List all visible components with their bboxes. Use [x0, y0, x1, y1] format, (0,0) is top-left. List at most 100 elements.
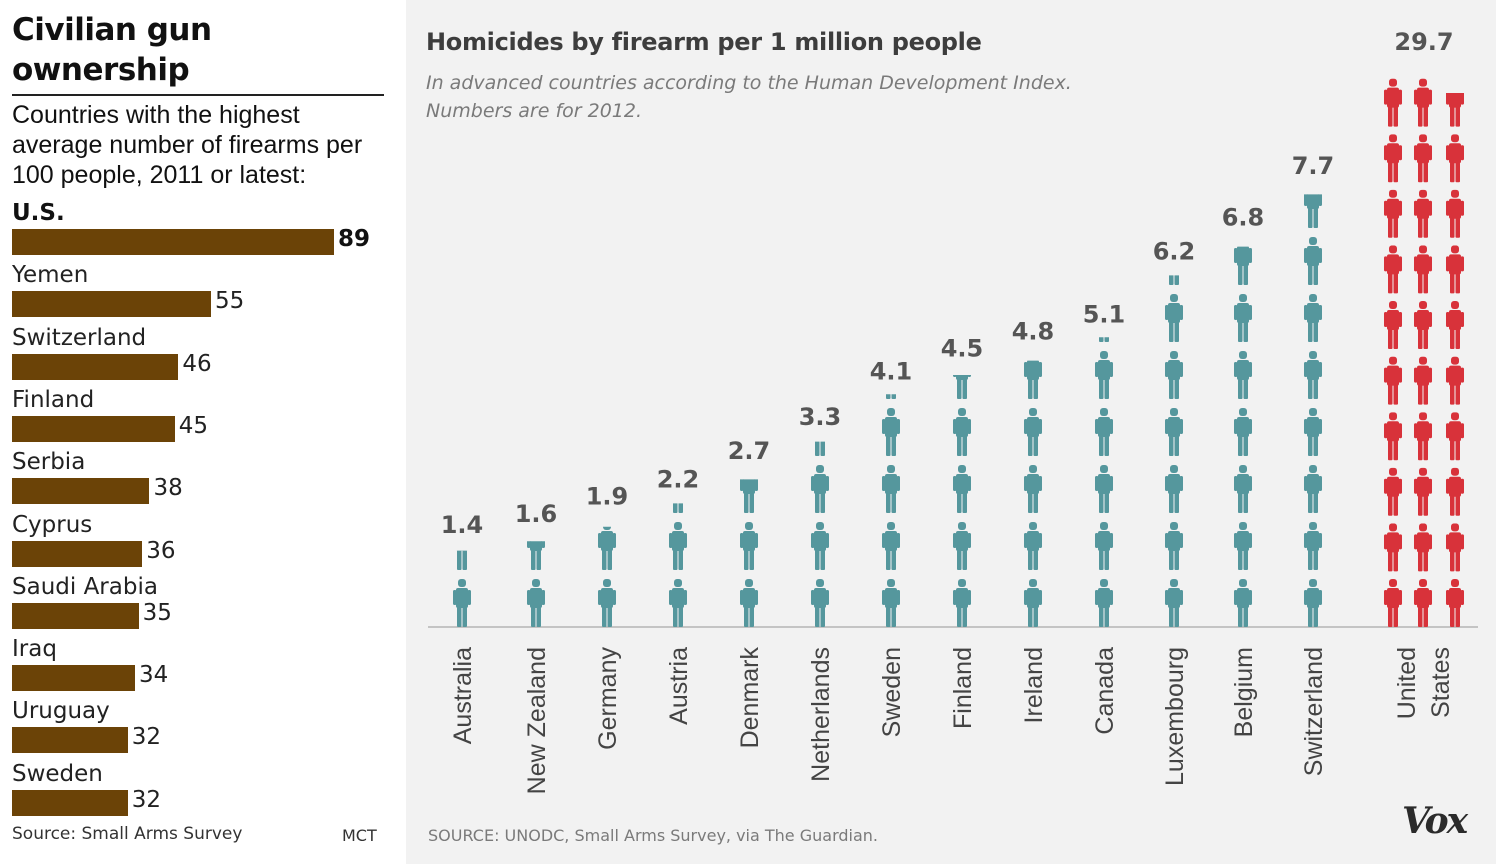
person-icon: [1095, 522, 1113, 570]
person-icon: [1414, 245, 1432, 294]
bar: [12, 229, 334, 255]
person-icon: [1384, 301, 1402, 349]
person-icon: [882, 408, 900, 456]
person-icon: [1446, 245, 1464, 294]
person-icon: [1165, 351, 1183, 399]
bar-row: Finland 45: [12, 387, 392, 449]
category-label: Canada: [1091, 647, 1119, 735]
person-icon: [1414, 78, 1432, 127]
person-icon: [740, 579, 758, 627]
category-label: Luxembourg: [1161, 647, 1189, 786]
person-icon: [1304, 522, 1322, 570]
person-icon: [882, 522, 900, 570]
person-icon: [673, 503, 683, 513]
bar-category-label: Cyprus: [12, 511, 93, 538]
bar-value-label: 32: [131, 786, 162, 813]
category-label: United: [1393, 647, 1421, 719]
gun-ownership-panel: Civilian gun ownership Countries with th…: [0, 0, 395, 864]
person-icon: [1095, 579, 1113, 627]
person-icon: [1095, 408, 1113, 456]
person-icon: [1234, 522, 1252, 570]
vox-logo: Vox: [1402, 800, 1468, 842]
person-icon: [1446, 189, 1464, 238]
value-label: 4.5: [941, 335, 984, 363]
bar-category-label: Uruguay: [12, 698, 110, 725]
bar-value-label: 45: [178, 412, 209, 439]
person-icon: [1384, 579, 1402, 627]
person-icon: [882, 579, 900, 627]
person-icon: [1304, 294, 1322, 342]
value-label: 7.7: [1292, 152, 1335, 180]
person-icon: [1446, 301, 1464, 349]
person-icon: [1165, 579, 1183, 627]
person-icon: [1446, 356, 1464, 405]
bar-category-label: Switzerland: [12, 324, 147, 351]
bar-value-label: 46: [182, 350, 212, 377]
person-icon: [1169, 275, 1179, 285]
person-icon: [1446, 579, 1464, 627]
bar: [12, 353, 179, 380]
value-label: 29.7: [1394, 28, 1453, 56]
value-label: 1.6: [515, 500, 558, 528]
person-icon: [598, 579, 616, 627]
person-icon: [815, 441, 825, 456]
person-icon: [1024, 465, 1042, 513]
category-label: Germany: [594, 647, 622, 750]
person-icon: [1024, 408, 1042, 456]
person-icon: [1414, 467, 1432, 516]
category-label: Australia: [449, 647, 477, 744]
person-icon: [1446, 412, 1464, 461]
category-label: Netherlands: [807, 647, 835, 782]
firearm-homicide-panel: Homicides by firearm per 1 million peopl…: [406, 0, 1496, 864]
person-icon: [1234, 579, 1252, 627]
value-label: 1.4: [441, 511, 484, 539]
value-label: 4.1: [870, 357, 913, 385]
right-chart-subtitle: In advanced countries according to the H…: [426, 72, 1072, 122]
person-icon: [1384, 134, 1402, 183]
bar-category-label: Serbia: [12, 449, 86, 476]
value-label: 1.9: [586, 483, 629, 511]
value-label: 6.8: [1222, 203, 1265, 231]
person-icon: [1234, 294, 1252, 342]
bar: [12, 478, 150, 505]
right-source-note: SOURCE: UNODC, Small Arms Survey, via Th…: [428, 826, 878, 845]
person-icon: [953, 375, 971, 399]
person-icon: [1165, 465, 1183, 513]
bar-value-label: 34: [139, 662, 169, 689]
bar: [12, 415, 175, 442]
person-icon: [1384, 412, 1402, 461]
value-label: 6.2: [1153, 238, 1196, 266]
bar-row: Yemen 55: [12, 262, 392, 324]
bar: [12, 602, 139, 629]
person-icon: [457, 550, 467, 570]
person-icon: [453, 579, 471, 627]
bar-value-label: 38: [153, 475, 183, 502]
bar: [12, 789, 128, 816]
person-icon: [953, 522, 971, 570]
value-label: 2.7: [728, 437, 771, 465]
person-icon: [953, 465, 971, 513]
bar-value-label: 32: [131, 724, 162, 751]
left-chart-title: Civilian gun ownership: [12, 12, 212, 88]
person-icon: [1304, 237, 1322, 285]
bar-row: Iraq 34: [12, 636, 392, 698]
bar-row: Uruguay 32: [12, 698, 392, 760]
left-chart-subtitle: Countries with the highest average numbe…: [12, 101, 363, 189]
person-icon: [1384, 189, 1402, 238]
bar-value-label: 35: [142, 599, 172, 626]
bar-category-label: Sweden: [12, 760, 103, 787]
person-icon: [1024, 360, 1042, 399]
person-icon: [1165, 522, 1183, 570]
bar-category-label: Yemen: [12, 262, 89, 289]
category-label: Denmark: [736, 647, 764, 749]
bar-category-label: Saudi Arabia: [12, 573, 158, 600]
bar-category-label: U.S.: [12, 200, 65, 226]
person-icon: [811, 579, 829, 627]
person-icon: [1095, 351, 1113, 399]
left-source-note: Source: Small Arms Survey: [12, 824, 243, 844]
person-icon: [1234, 408, 1252, 456]
category-label: Switzerland: [1300, 647, 1328, 776]
category-label: Finland: [949, 647, 977, 729]
title-divider: [12, 94, 384, 96]
category-label: Belgium: [1230, 647, 1258, 737]
